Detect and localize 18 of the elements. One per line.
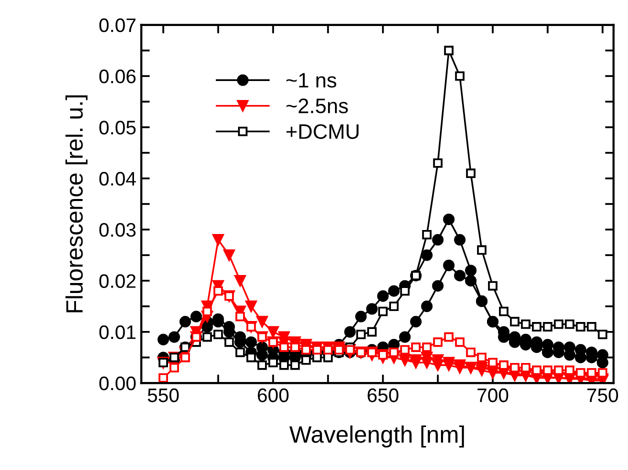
x-tick-label: 550 <box>148 388 179 402</box>
y-tick-label: 0.02 <box>99 274 136 288</box>
legend-label: ~1 ns <box>286 73 336 88</box>
y-tick-label: 0.06 <box>99 70 136 84</box>
y-tick-label: 0.04 <box>99 172 136 186</box>
y-tick-label: 0.07 <box>99 18 136 32</box>
y-tick-label: 0.00 <box>99 376 136 390</box>
x-tick-label: 650 <box>368 388 398 402</box>
y-tick-label: 0.01 <box>99 325 136 340</box>
x-tick-label: 750 <box>587 388 618 402</box>
legend-label: +DCMU <box>286 124 359 139</box>
y-tick-label: 0.05 <box>99 120 136 134</box>
x-tick-label: 700 <box>478 388 508 402</box>
x-axis-title: Wavelength [nm] <box>289 425 464 448</box>
y-axis-title: Fluorescence [rel. u.] <box>65 95 88 312</box>
x-tick-label: 600 <box>258 388 289 402</box>
legend-label: ~2.5ns <box>286 98 348 114</box>
y-tick-label: 0.03 <box>99 223 136 237</box>
